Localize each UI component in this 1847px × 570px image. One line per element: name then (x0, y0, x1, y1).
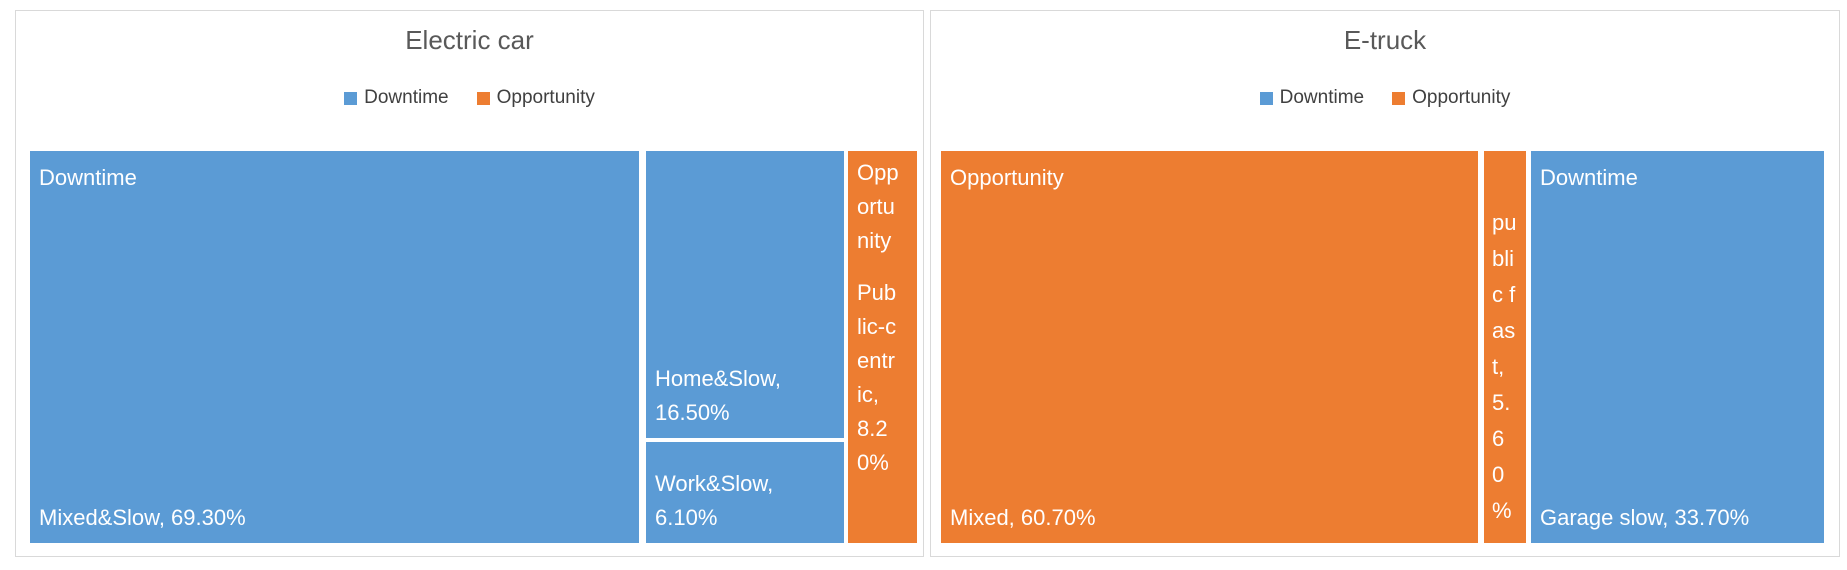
block-label-mixed-slow: Mixed&Slow, 69.30% (39, 505, 246, 530)
treemap-block-mixed-slow[interactable]: Downtime Mixed&Slow, 69.30% (30, 151, 639, 543)
treemap-block-public-centric[interactable]: Opportunity Public-centric, 8.20% (848, 151, 917, 543)
legend-swatch-opportunity-icon (476, 91, 490, 105)
block-label-public-fast: public fast, 5.60% (1492, 210, 1517, 523)
legend-label-downtime: Downtime (364, 87, 449, 108)
legend-item-opportunity[interactable]: Opportunity (1392, 87, 1510, 109)
chart-title: Electric car (405, 25, 534, 55)
block-label-work-slow: Work&Slow, 6.10% (655, 471, 774, 530)
treemap-block-mixed[interactable]: Opportunity Mixed, 60.70% (941, 151, 1478, 543)
legend-label-downtime: Downtime (1279, 87, 1365, 108)
chart-panel-electric-car[interactable]: Electric car Downtime Opportunity Downti… (15, 10, 924, 557)
legend-label-opportunity: Opportunity (496, 87, 595, 108)
legend: Downtime Opportunity (931, 87, 1839, 109)
legend-item-downtime[interactable]: Downtime (344, 87, 449, 109)
legend-swatch-opportunity-icon (1392, 91, 1406, 105)
treemap-block-work-slow[interactable]: Work&Slow, 6.10% (646, 442, 844, 543)
chart-panel-e-truck[interactable]: E-truck Downtime Opportunity Opportunity… (930, 10, 1840, 557)
block-label-garage-slow: Garage slow, 33.70% (1540, 505, 1750, 530)
series-header-opportunity: Opportunity (950, 165, 1064, 190)
legend-item-downtime[interactable]: Downtime (1259, 87, 1365, 109)
legend-label-opportunity: Opportunity (1412, 87, 1511, 108)
series-header-downtime: Downtime (39, 165, 137, 190)
block-label-mixed: Mixed, 60.70% (950, 505, 1096, 530)
legend: Downtime Opportunity (16, 87, 923, 109)
block-label-home-slow: Home&Slow, 16.50% (655, 366, 781, 425)
treemap-block-public-fast[interactable]: public fast, 5.60% (1484, 151, 1526, 543)
legend-swatch-downtime-icon (344, 91, 358, 105)
treemap-block-garage-slow[interactable]: Downtime Garage slow, 33.70% (1531, 151, 1824, 543)
series-header-downtime: Downtime (1540, 165, 1638, 190)
series-header-opportunity: Opportunity (857, 160, 899, 253)
block-label-public-centric: Public-centric, 8.20% (857, 280, 897, 475)
legend-item-opportunity[interactable]: Opportunity (476, 87, 595, 109)
legend-swatch-downtime-icon (1259, 91, 1273, 105)
chart-title: E-truck (1343, 25, 1427, 55)
treemap-block-home-slow[interactable]: Home&Slow, 16.50% (646, 151, 844, 438)
